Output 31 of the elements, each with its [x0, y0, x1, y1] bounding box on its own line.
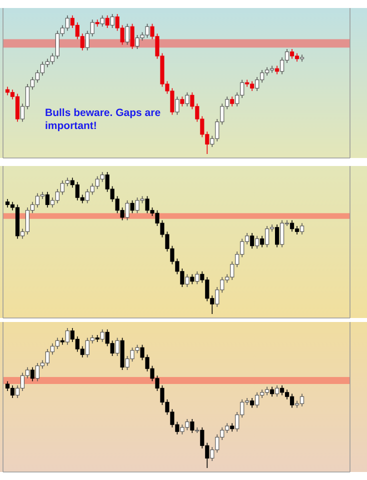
candlestick [190, 418, 194, 434]
candlestick [250, 398, 254, 408]
candlestick [185, 274, 190, 288]
candlestick [115, 337, 120, 356]
candlestick [195, 271, 200, 285]
candlestick [130, 23, 134, 50]
candlestick [275, 224, 280, 248]
candlestick [65, 328, 70, 346]
candlestick [45, 191, 50, 208]
candlestick [175, 96, 180, 116]
annotation: Bulls beware. Gaps are important! [45, 107, 161, 132]
candlestick [300, 222, 304, 235]
candlestick [255, 236, 260, 250]
candlestick [230, 96, 234, 107]
candlestick [185, 92, 190, 107]
candlestick [250, 232, 254, 250]
candlestick [125, 23, 130, 46]
candlestick [30, 366, 34, 382]
candlestick [130, 200, 134, 214]
candlestick [180, 96, 184, 107]
candlestick [100, 329, 104, 342]
candlestick [100, 15, 104, 27]
candlestick [105, 15, 110, 28]
candlestick [270, 386, 274, 397]
candlestick [110, 14, 114, 28]
candlestick [125, 200, 130, 221]
candlestick [60, 337, 64, 346]
candlestick [190, 274, 194, 285]
candlestick [275, 385, 280, 397]
candlestick [260, 236, 264, 248]
candlestick [300, 54, 304, 62]
